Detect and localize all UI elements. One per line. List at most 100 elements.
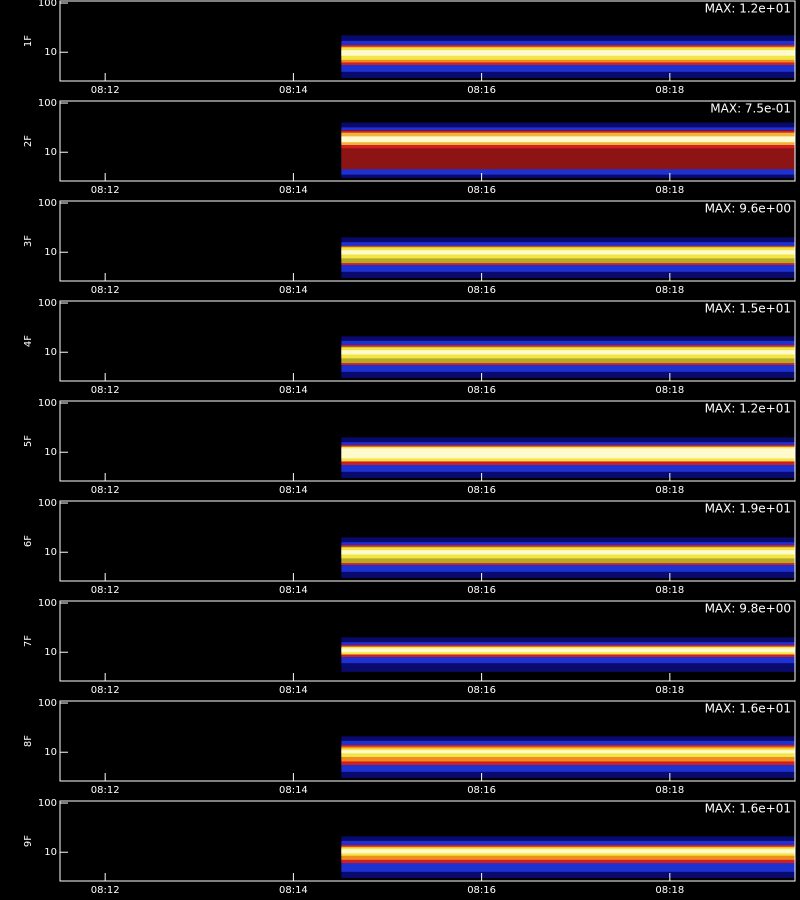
x-tick-label: 08:12 <box>91 85 120 96</box>
y-axis-label: 5F <box>23 435 34 447</box>
y-tick-label: 10 <box>44 347 57 358</box>
y-tick-label: 100 <box>38 198 57 209</box>
x-tick-label: 08:16 <box>467 85 496 96</box>
max-annotation: MAX: 1.2e+01 <box>705 2 791 16</box>
spectral-band <box>341 250 795 255</box>
plot-frame <box>59 800 796 882</box>
plot-frame <box>59 400 796 482</box>
max-annotation: MAX: 1.6e+01 <box>705 802 791 816</box>
x-tick-label: 08:12 <box>91 485 120 496</box>
y-tick-label: 100 <box>38 0 57 9</box>
spectral-band <box>341 750 795 754</box>
x-tick-label: 08:18 <box>655 185 684 196</box>
x-tick-label: 08:16 <box>467 385 496 396</box>
max-annotation: MAX: 7.5e-01 <box>710 102 791 116</box>
y-axis-label: 1F <box>23 35 34 47</box>
x-tick-label: 08:14 <box>279 385 308 396</box>
y-tick-label: 100 <box>38 598 57 609</box>
spectral-band <box>341 550 795 555</box>
panel: 10 100 08:12 08:14 08:16 08:18 8F MAX: 1.6e+01 <box>23 698 796 796</box>
panel: 10 100 08:12 08:14 08:16 08:18 4F MAX: 1.5e+01 <box>23 298 796 396</box>
y-tick-label: 10 <box>44 747 57 758</box>
y-tick-label: 10 <box>44 447 57 458</box>
x-tick-label: 08:16 <box>467 785 496 796</box>
panel: 10 100 08:12 08:14 08:16 08:18 2F MAX: 7.5e-01 <box>23 98 796 196</box>
spectral-band <box>341 648 795 653</box>
panel: 10 100 08:12 08:14 08:16 08:18 1F MAX: 1.2e+01 <box>23 0 796 96</box>
plot-frame <box>59 700 796 782</box>
y-tick-label: 10 <box>44 647 57 658</box>
y-axis-label: 3F <box>23 235 34 247</box>
spectral-band <box>341 849 795 854</box>
x-tick-label: 08:12 <box>91 285 120 296</box>
y-axis-label: 8F <box>23 735 34 747</box>
y-tick-label: 10 <box>44 247 57 258</box>
y-axis-label: 2F <box>23 135 34 147</box>
panel: 10 100 08:12 08:14 08:16 08:18 3F MAX: 9.6e+00 <box>23 198 796 296</box>
plot-frame <box>59 0 796 82</box>
x-tick-label: 08:12 <box>91 785 120 796</box>
x-tick-label: 08:18 <box>655 385 684 396</box>
x-tick-label: 08:18 <box>655 785 684 796</box>
max-annotation: MAX: 1.2e+01 <box>705 402 791 416</box>
x-tick-label: 08:12 <box>91 585 120 596</box>
plot-frame <box>59 300 796 382</box>
y-tick-label: 100 <box>38 498 57 509</box>
x-tick-label: 08:14 <box>279 785 308 796</box>
y-tick-label: 100 <box>38 98 57 109</box>
y-tick-label: 100 <box>38 298 57 309</box>
y-axis-label: 7F <box>23 635 34 647</box>
x-tick-label: 08:12 <box>91 885 120 896</box>
x-tick-label: 08:12 <box>91 185 120 196</box>
x-tick-label: 08:16 <box>467 185 496 196</box>
x-tick-label: 08:18 <box>655 85 684 96</box>
y-axis-label: 6F <box>23 535 34 547</box>
y-tick-label: 10 <box>44 847 57 858</box>
max-annotation: MAX: 1.6e+01 <box>705 702 791 716</box>
x-tick-label: 08:14 <box>279 285 308 296</box>
x-tick-label: 08:14 <box>279 85 308 96</box>
x-tick-label: 08:12 <box>91 385 120 396</box>
y-axis-label: 9F <box>23 835 34 847</box>
max-annotation: MAX: 1.9e+01 <box>705 502 791 516</box>
plot-frame <box>59 500 796 582</box>
x-tick-label: 08:18 <box>655 685 684 696</box>
spectral-band <box>341 448 795 459</box>
panel: 10 100 08:12 08:14 08:16 08:18 5F MAX: 1.2e+01 <box>23 398 796 496</box>
max-annotation: MAX: 1.5e+01 <box>705 302 791 316</box>
x-tick-label: 08:14 <box>279 885 308 896</box>
x-tick-label: 08:16 <box>467 685 496 696</box>
x-tick-label: 08:18 <box>655 885 684 896</box>
plot-frame <box>59 100 796 182</box>
x-tick-label: 08:16 <box>467 885 496 896</box>
x-tick-label: 08:16 <box>467 585 496 596</box>
y-tick-label: 100 <box>38 398 57 409</box>
max-annotation: MAX: 9.8e+00 <box>705 602 791 616</box>
x-tick-label: 08:14 <box>279 585 308 596</box>
x-tick-label: 08:14 <box>279 485 308 496</box>
plot-frame <box>59 600 796 682</box>
y-tick-label: 10 <box>44 547 57 558</box>
panel: 10 100 08:12 08:14 08:16 08:18 7F MAX: 9.8e+00 <box>23 598 796 696</box>
x-tick-label: 08:16 <box>467 485 496 496</box>
x-tick-label: 08:16 <box>467 285 496 296</box>
y-tick-label: 100 <box>38 698 57 709</box>
x-tick-label: 08:12 <box>91 685 120 696</box>
spectral-band <box>341 136 795 143</box>
spectral-band <box>341 50 795 56</box>
x-tick-label: 08:14 <box>279 685 308 696</box>
y-axis-label: 4F <box>23 335 34 347</box>
y-tick-label: 100 <box>38 798 57 809</box>
x-tick-label: 08:14 <box>279 185 308 196</box>
max-annotation: MAX: 9.6e+00 <box>705 202 791 216</box>
x-tick-label: 08:18 <box>655 285 684 296</box>
x-tick-label: 08:18 <box>655 485 684 496</box>
spectral-band <box>341 350 795 355</box>
plot-frame <box>59 200 796 282</box>
x-tick-label: 08:18 <box>655 585 684 596</box>
y-tick-label: 10 <box>44 147 57 158</box>
panel: 10 100 08:12 08:14 08:16 08:18 6F MAX: 1.9e+01 <box>23 498 796 596</box>
y-tick-label: 10 <box>44 47 57 58</box>
panel: 10 100 08:12 08:14 08:16 08:18 9F MAX: 1.6e+01 <box>23 798 796 896</box>
